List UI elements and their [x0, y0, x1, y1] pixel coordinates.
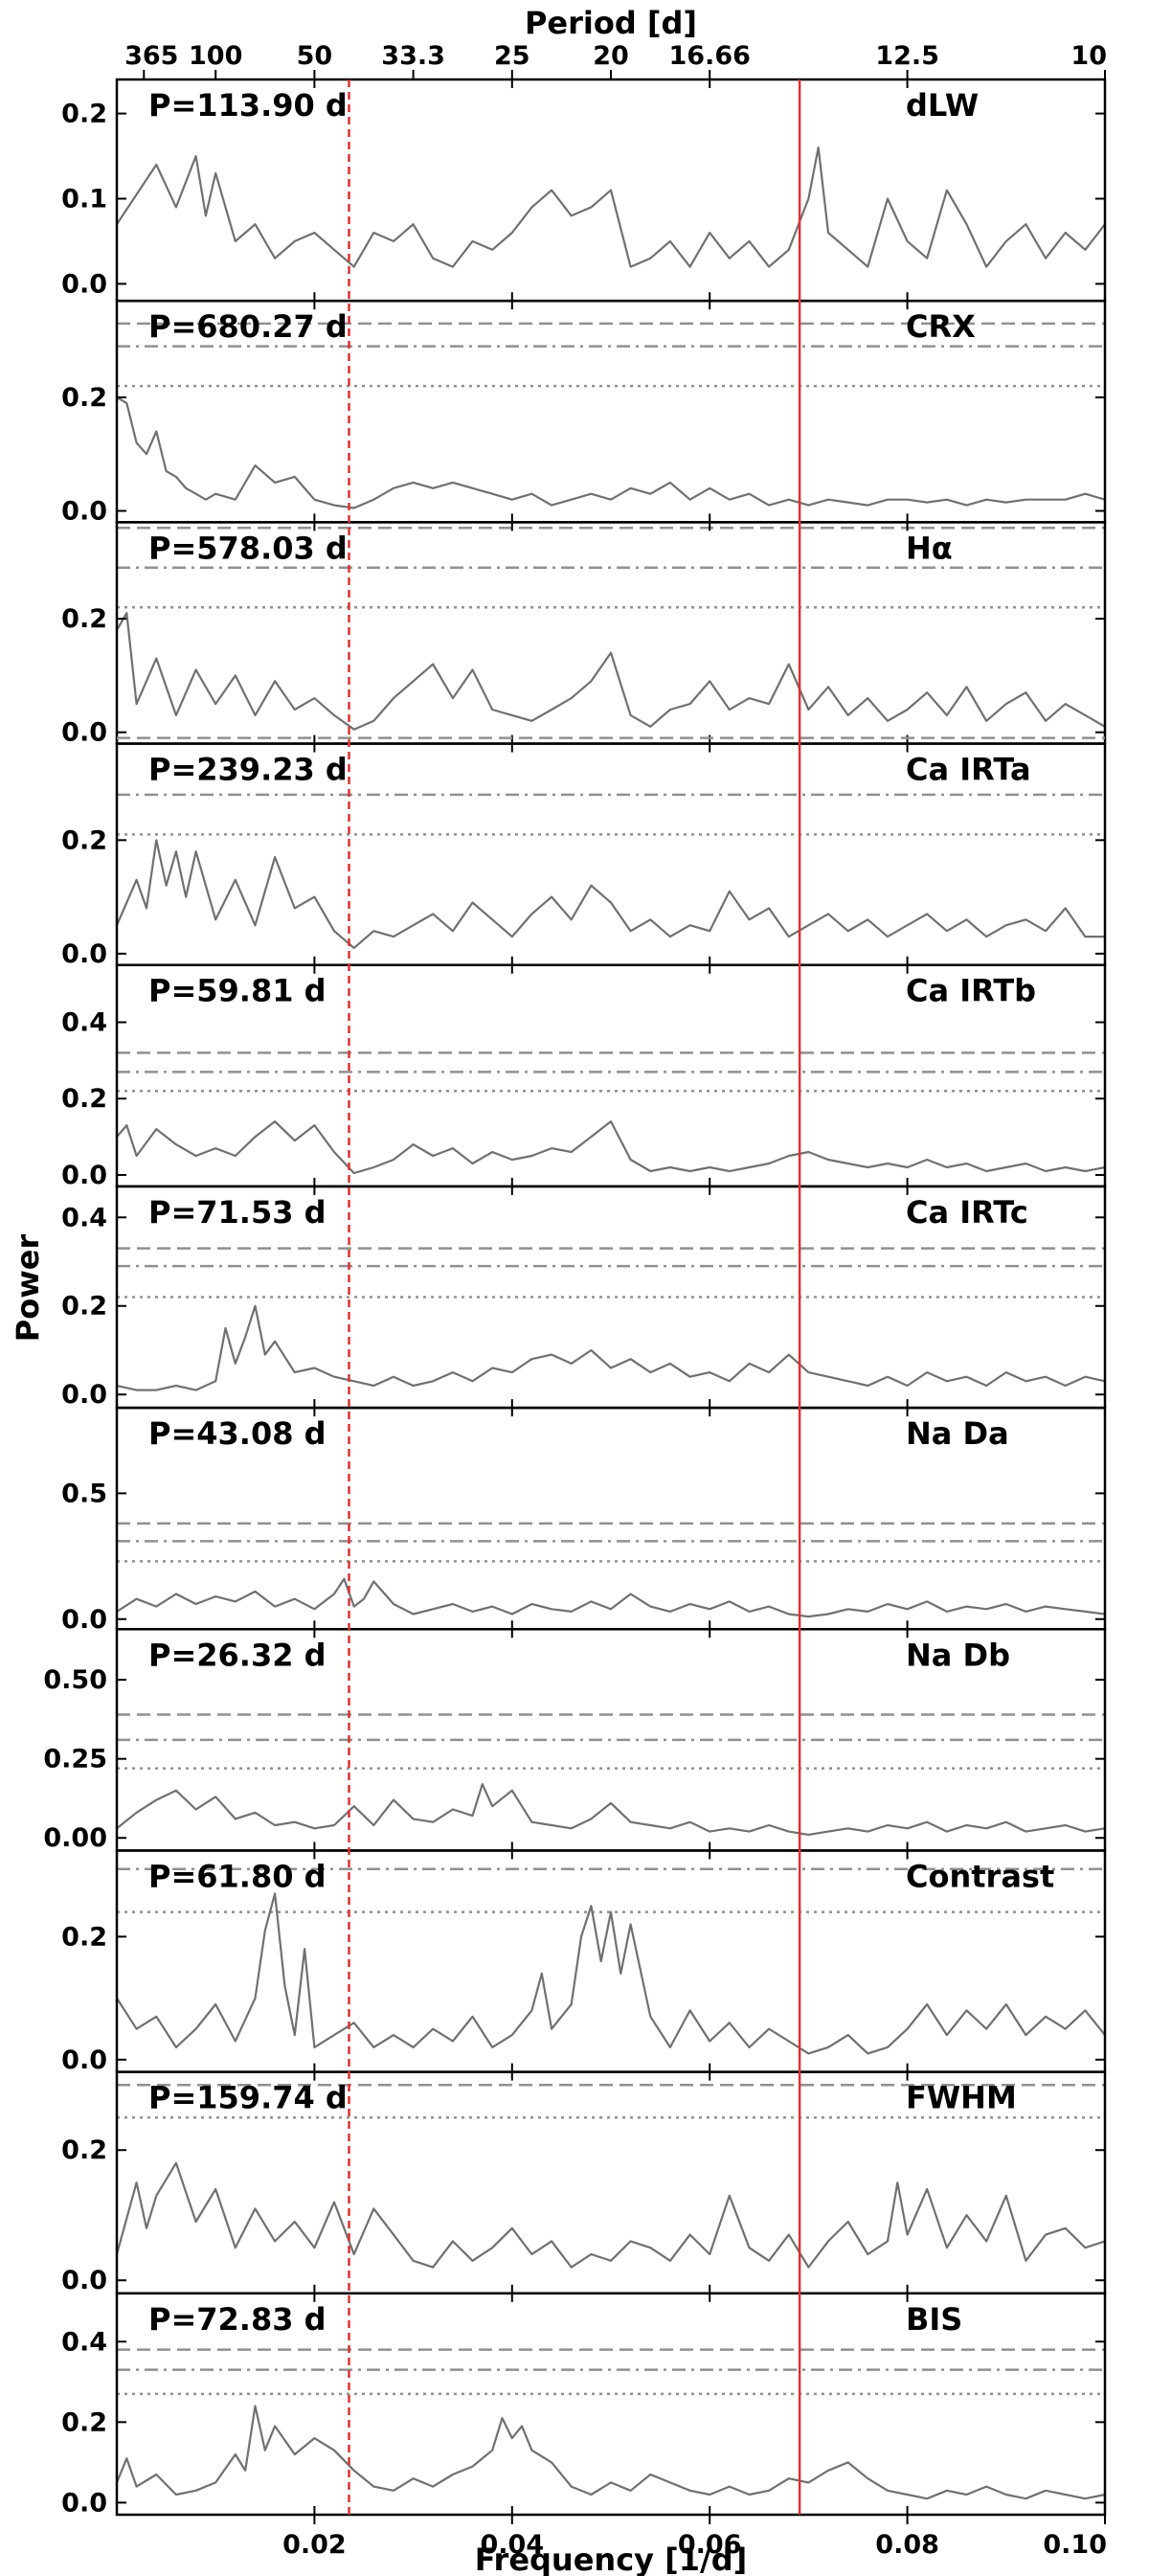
x-tick-label: 0.06: [678, 2530, 742, 2560]
panel-fwhm-power-curve: [115, 2161, 1106, 2269]
panel-contrast-y-tick-label: 0.2: [61, 1922, 107, 1952]
top-tick-label: 100: [189, 41, 242, 71]
panel-dlw-peak-label: P=113.90 d: [148, 87, 348, 124]
panel-contrast-name-label: Contrast: [906, 1858, 1054, 1894]
top-tick-label: 20: [593, 41, 629, 71]
panel-bis-y-tick-label: 0.4: [61, 2327, 107, 2357]
x-axis-label: Frequency [1/d]: [475, 2542, 748, 2576]
panel-fwhm-peak-label: P=159.74 d: [148, 2080, 348, 2116]
panel-bis-power-curve: [115, 2405, 1106, 2500]
panel-na-da-y-tick-label: 0.0: [61, 1605, 107, 1635]
panel-bis-y-tick-label: 0.0: [61, 2488, 107, 2518]
panel-na-db-name-label: Na Db: [906, 1637, 1010, 1673]
panel-na-db-y-tick-label: 0.00: [43, 1823, 107, 1853]
panel-bis-y-tick-label: 0.2: [61, 2407, 107, 2437]
panel-contrast-peak-label: P=61.80 d: [148, 1858, 327, 1894]
top-tick-label: 10: [1070, 41, 1107, 71]
top-tick-label: 365: [124, 41, 178, 71]
top-axis-label: Period [d]: [525, 5, 697, 41]
panel-crx-peak-label: P=680.27 d: [148, 308, 348, 345]
panel-h-peak-label: P=578.03 d: [148, 530, 348, 566]
panel-fwhm-y-tick-label: 0.2: [61, 2135, 107, 2165]
panel-ca-irtc-name-label: Ca IRTc: [906, 1194, 1028, 1231]
top-tick-label: 16.66: [668, 41, 750, 71]
panel-ca-irta-power-curve: [115, 839, 1105, 950]
panel-ca-irtb-y-tick-label: 0.0: [61, 1161, 107, 1190]
panel-fwhm-y-tick-label: 0.0: [61, 2266, 107, 2295]
panel-na-db-peak-label: P=26.32 d: [148, 1637, 327, 1673]
panel-ca-irtc: 0.0 0.2 0.4 P=71.53 d Ca IRTc: [61, 1185, 1107, 1410]
x-tick-label: 0.10: [1043, 2530, 1107, 2560]
reference-lines: [348, 79, 801, 2515]
panel-dlw-power-curve: [116, 147, 1106, 268]
panel-contrast-power-curve: [116, 1892, 1106, 2055]
panel-dlw-y-tick-label: 0.1: [61, 184, 107, 214]
panel-contrast-y-tick-label: 0.0: [61, 2045, 107, 2075]
panel-ca-irtc-y-tick-label: 0.4: [61, 1203, 107, 1232]
panel-ca-irta: 0.0 0.2 P=239.23 d Ca IRTa: [61, 736, 1107, 969]
panel-h-power-curve: [116, 612, 1106, 731]
panel-na-da-y-tick-label: 0.5: [61, 1479, 107, 1508]
panel-na-db-y-tick-label: 0.50: [43, 1665, 107, 1695]
top-period-axis: 365 100 50 33.3 25 20 16.66 12.5 10: [124, 41, 1107, 79]
panel-na-db-power-curve: [116, 1782, 1106, 1837]
y-axis-label: Power: [10, 1234, 46, 1343]
panel-ca-irtb-name-label: Ca IRTb: [906, 973, 1036, 1009]
panel-na-db-y-tick-label: 0.25: [43, 1745, 107, 1774]
panel-bis: 0.0 0.2 0.4 P=72.83 d BIS: [61, 2292, 1107, 2518]
panel-na-db: 0.00 0.25 0.50 P=26.32 d Na Db: [43, 1628, 1107, 1853]
panel-fwhm-name-label: FWHM: [906, 2080, 1017, 2116]
panel-crx-name-label: CRX: [906, 308, 976, 345]
panels: 0.0 0.1 0.2 P=113.90 d dLW 0.0 0.2 P=680.27 d CR…: [43, 78, 1107, 2518]
top-tick-label: 12.5: [875, 41, 939, 71]
panel-ca-irtc-y-tick-label: 0.2: [61, 1292, 107, 1322]
panel-dlw-name-label: dLW: [906, 87, 979, 124]
panel-h-y-tick-label: 0.2: [61, 604, 107, 634]
panel-fwhm: 0.0 0.2 P=159.74 d FWHM: [61, 2070, 1107, 2295]
panel-ca-irta-y-tick-label: 0.0: [61, 939, 107, 969]
panel-crx-y-tick-label: 0.2: [61, 383, 107, 413]
panel-ca-irtb-y-tick-label: 0.4: [61, 1008, 107, 1038]
x-tick-label: 0.04: [480, 2530, 544, 2560]
x-tick-label: 0.08: [875, 2530, 939, 2560]
panel-ca-irtb: 0.0 0.2 0.4 P=59.81 d Ca IRTb: [61, 963, 1107, 1190]
panel-ca-irta-name-label: Ca IRTa: [906, 752, 1031, 788]
panel-h: 0.0 0.2 P=578.03 d Hα: [61, 521, 1107, 748]
panel-ca-irtb-power-curve: [116, 1119, 1106, 1175]
panel-dlw-y-tick-label: 0.0: [61, 269, 107, 299]
top-tick-label: 50: [297, 41, 333, 71]
panel-crx: 0.0 0.2 P=680.27 d CRX: [61, 299, 1107, 527]
top-tick-label: 25: [494, 41, 530, 71]
panel-ca-irta-peak-label: P=239.23 d: [148, 752, 348, 788]
panel-contrast: 0.0 0.2 P=61.80 d Contrast: [61, 1849, 1107, 2075]
panel-ca-irtc-peak-label: P=71.53 d: [148, 1194, 327, 1231]
panel-ca-irta-y-tick-label: 0.2: [61, 825, 107, 855]
panel-na-da-peak-label: P=43.08 d: [148, 1415, 327, 1452]
panel-bis-frame: [115, 2292, 1107, 2517]
panel-ca-irtc-y-tick-label: 0.0: [61, 1380, 107, 1410]
panel-na-da: 0.0 0.5 P=43.08 d Na Da: [61, 1406, 1107, 1635]
panel-dlw: 0.0 0.1 0.2 P=113.90 d dLW: [61, 78, 1107, 303]
top-tick-label: 33.3: [381, 41, 445, 71]
panel-ca-irtc-power-curve: [116, 1304, 1106, 1391]
panel-crx-power-curve: [116, 396, 1106, 509]
panel-na-da-name-label: Na Da: [906, 1415, 1009, 1452]
panel-ca-irtb-y-tick-label: 0.2: [61, 1084, 107, 1114]
panel-h-y-tick-label: 0.0: [61, 718, 107, 748]
x-tick-label: 0.02: [282, 2530, 347, 2560]
panel-bis-peak-label: P=72.83 d: [148, 2301, 327, 2338]
panel-bis-name-label: BIS: [906, 2301, 962, 2338]
panel-ca-irtb-peak-label: P=59.81 d: [148, 973, 327, 1009]
panel-dlw-y-tick-label: 0.2: [61, 100, 107, 129]
bottom-frequency-axis: 0.02 0.04 0.06 0.08 0.10: [282, 2515, 1107, 2560]
panel-na-da-power-curve: [116, 1577, 1106, 1618]
panel-h-name-label: Hα: [906, 530, 953, 566]
panel-crx-y-tick-label: 0.0: [61, 497, 107, 527]
